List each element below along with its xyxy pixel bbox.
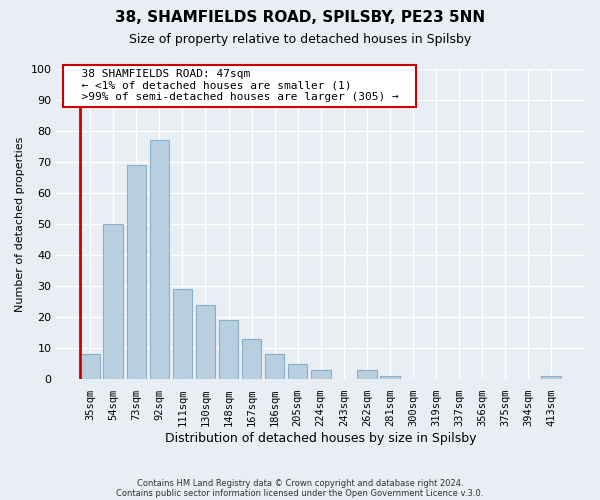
Text: Size of property relative to detached houses in Spilsby: Size of property relative to detached ho…	[129, 32, 471, 46]
Bar	[196, 305, 215, 379]
Text: Contains HM Land Registry data © Crown copyright and database right 2024.: Contains HM Land Registry data © Crown c…	[137, 478, 463, 488]
Bar	[357, 370, 377, 379]
Bar	[541, 376, 561, 379]
Bar	[173, 290, 192, 379]
Bar	[288, 364, 307, 379]
Text: 38, SHAMFIELDS ROAD, SPILSBY, PE23 5NN: 38, SHAMFIELDS ROAD, SPILSBY, PE23 5NN	[115, 10, 485, 25]
Bar	[149, 140, 169, 379]
Bar	[311, 370, 331, 379]
Bar	[242, 339, 262, 379]
Bar	[219, 320, 238, 379]
Text: 38 SHAMFIELDS ROAD: 47sqm  
  ← <1% of detached houses are smaller (1)  
  >99% : 38 SHAMFIELDS ROAD: 47sqm ← <1% of detac…	[68, 69, 412, 102]
Bar	[80, 354, 100, 379]
Y-axis label: Number of detached properties: Number of detached properties	[15, 136, 25, 312]
Bar	[127, 165, 146, 379]
X-axis label: Distribution of detached houses by size in Spilsby: Distribution of detached houses by size …	[165, 432, 476, 445]
Bar	[103, 224, 123, 379]
Bar	[265, 354, 284, 379]
Text: Contains public sector information licensed under the Open Government Licence v.: Contains public sector information licen…	[116, 488, 484, 498]
Bar	[380, 376, 400, 379]
